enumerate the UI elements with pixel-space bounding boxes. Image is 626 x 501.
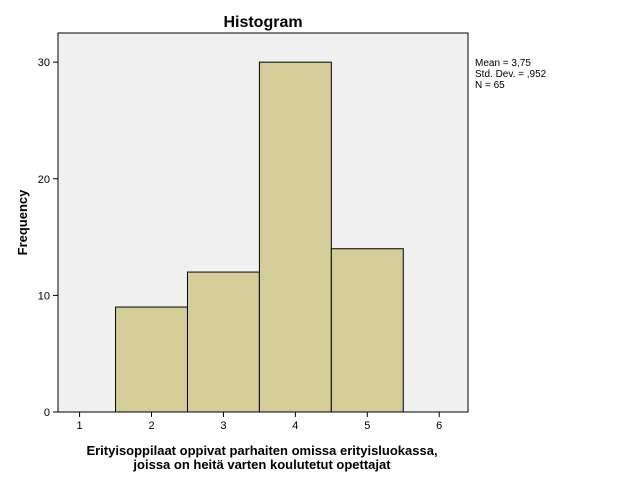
stat-mean: Mean = 3,75 <box>475 58 531 69</box>
summary-statistics: Mean = 3,75 Std. Dev. = ,952 N = 65 <box>475 58 547 91</box>
stat-std-dev: Std. Dev. = ,952 <box>475 69 547 80</box>
x-axis: 1 2 3 4 5 6 <box>77 412 442 432</box>
stat-n: N = 65 <box>475 80 505 91</box>
y-tick-label: 20 <box>38 174 50 186</box>
x-tick-label: 1 <box>77 420 83 432</box>
histogram-bar-2 <box>115 306 188 413</box>
y-axis: 0 10 20 30 <box>38 57 58 419</box>
y-axis-label: Frequency <box>15 189 30 256</box>
x-tick-label: 2 <box>148 420 154 432</box>
histogram-bar-3 <box>186 271 260 413</box>
x-tick-label: 4 <box>292 420 298 432</box>
x-axis-label-line-2: joissa on heitä varten koulutetut opetta… <box>132 457 391 472</box>
x-tick-label: 5 <box>364 420 370 432</box>
x-tick-label: 6 <box>436 420 442 432</box>
x-tick-label: 3 <box>220 420 226 432</box>
histogram-bar-4 <box>258 61 332 413</box>
y-tick-label: 30 <box>38 57 50 69</box>
histogram-bar-5 <box>330 248 404 413</box>
y-tick-label: 0 <box>44 407 50 419</box>
x-axis-label-line-1: Erityisoppilaat oppivat parhaiten omissa… <box>86 443 437 458</box>
chart-title: Histogram <box>223 14 302 31</box>
y-tick-label: 10 <box>38 290 50 302</box>
bars-group <box>115 61 404 413</box>
